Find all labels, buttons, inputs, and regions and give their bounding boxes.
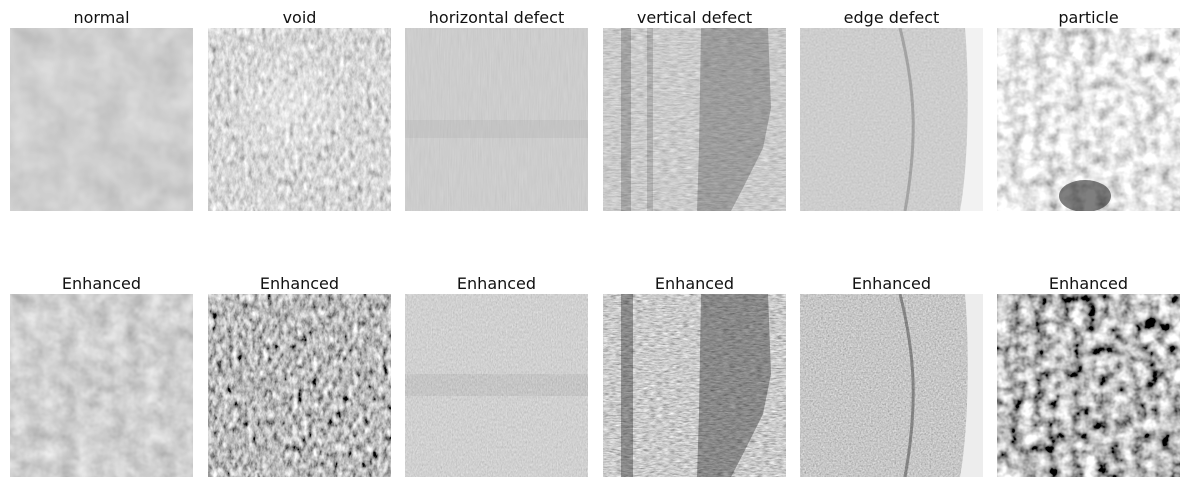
texture-image bbox=[603, 294, 786, 477]
panel-title: Enhanced bbox=[1048, 274, 1129, 293]
texture-image bbox=[603, 28, 786, 211]
texture-image bbox=[10, 28, 193, 211]
panel-title: vertical defect bbox=[636, 8, 753, 27]
texture-image bbox=[208, 28, 391, 211]
panel-title: Enhanced bbox=[654, 274, 735, 293]
panel-title: Enhanced bbox=[259, 274, 340, 293]
panel-title: edge defect bbox=[843, 8, 940, 27]
texture-image bbox=[208, 294, 391, 477]
panel-title: void bbox=[282, 8, 317, 27]
texture-image bbox=[800, 294, 983, 477]
texture-image bbox=[10, 294, 193, 477]
panel-title: normal bbox=[73, 8, 130, 27]
panel-title: horizontal defect bbox=[428, 8, 565, 27]
texture-image bbox=[997, 294, 1180, 477]
panel-title: Enhanced bbox=[61, 274, 142, 293]
panel-title: Enhanced bbox=[851, 274, 932, 293]
panel-title: particle bbox=[1058, 8, 1119, 27]
texture-image bbox=[997, 28, 1180, 211]
texture-image bbox=[405, 294, 588, 477]
panel-title: Enhanced bbox=[456, 274, 537, 293]
texture-image bbox=[800, 28, 983, 211]
texture-image bbox=[405, 28, 588, 211]
